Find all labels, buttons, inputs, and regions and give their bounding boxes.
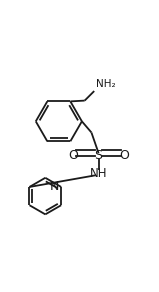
Text: NH: NH: [90, 166, 107, 180]
Text: S: S: [95, 149, 103, 162]
Text: NH₂: NH₂: [96, 79, 115, 89]
Text: O: O: [119, 149, 129, 162]
Text: O: O: [68, 149, 78, 162]
Text: N: N: [50, 180, 59, 193]
